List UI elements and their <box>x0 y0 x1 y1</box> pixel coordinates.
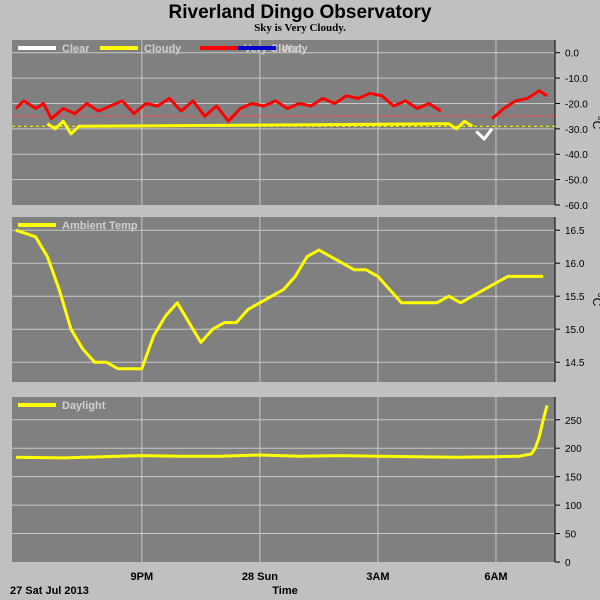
ambient-temperature-panel: 16.5 16.0 15.5 15.0 14.5 °C Ambient Temp <box>12 217 600 382</box>
y-tick-label: -60.0 <box>565 201 588 212</box>
y-tick-label: 0.0 <box>565 49 579 60</box>
y-tick-label: 150 <box>565 473 582 484</box>
y-tick-label: 200 <box>565 444 582 455</box>
y-tick-label: -50.0 <box>565 176 588 187</box>
plot-area <box>12 40 555 205</box>
y-axis-unit: °C <box>590 293 600 307</box>
y-tick-label: 250 <box>565 416 582 427</box>
y-tick-label: 16.5 <box>565 226 585 237</box>
y-tick-label: 14.5 <box>565 358 585 369</box>
legend-label: Daylight <box>62 400 106 412</box>
y-tick-label: 16.0 <box>565 259 585 270</box>
series-line <box>15 405 549 460</box>
sky-temperature-panel: 0.0 -10.0 -20.0 -30.0 -40.0 -50.0 -60.0 °C Clear… <box>12 40 600 212</box>
legend-label: Cloudy <box>144 43 182 55</box>
chart-title: Riverland Dingo Observatory <box>169 2 432 23</box>
x-tick-label: 28 Sun <box>242 571 278 583</box>
legend-label: Clear <box>62 43 90 55</box>
series-line <box>491 89 548 120</box>
y-tick-label: 15.5 <box>565 292 585 303</box>
series-line <box>46 119 474 136</box>
y-tick-label: -10.0 <box>565 74 588 85</box>
daylight-panel: 9PM 28 Sun 3AM 6AM 250 200 150 100 50 0 Daylight <box>12 397 582 583</box>
x-axis-label: Time <box>272 585 297 597</box>
y-tick-label: 100 <box>565 501 582 512</box>
x-tick-label: 3AM <box>366 571 389 583</box>
plot-area <box>12 217 555 382</box>
legend-label: Wet <box>282 43 302 55</box>
date-label: 27 Sat Jul 2013 <box>10 585 89 597</box>
series-line <box>15 228 544 371</box>
plot-area <box>12 397 555 562</box>
legend-label: Ambient Temp <box>62 220 138 232</box>
x-tick-label: 6AM <box>484 571 507 583</box>
y-tick-label: -20.0 <box>565 99 588 110</box>
chart-subtitle: Sky is Very Cloudy. <box>254 22 346 34</box>
y-tick-label: 0 <box>565 558 571 569</box>
y-tick-label: -40.0 <box>565 150 588 161</box>
y-tick-label: 50 <box>565 530 577 541</box>
y-axis-unit: °C <box>590 116 600 130</box>
x-tick-label: 9PM <box>131 571 154 583</box>
y-tick-label: -30.0 <box>565 125 588 136</box>
y-tick-label: 15.0 <box>565 325 585 336</box>
series-line <box>14 91 442 123</box>
series-line <box>475 127 494 141</box>
